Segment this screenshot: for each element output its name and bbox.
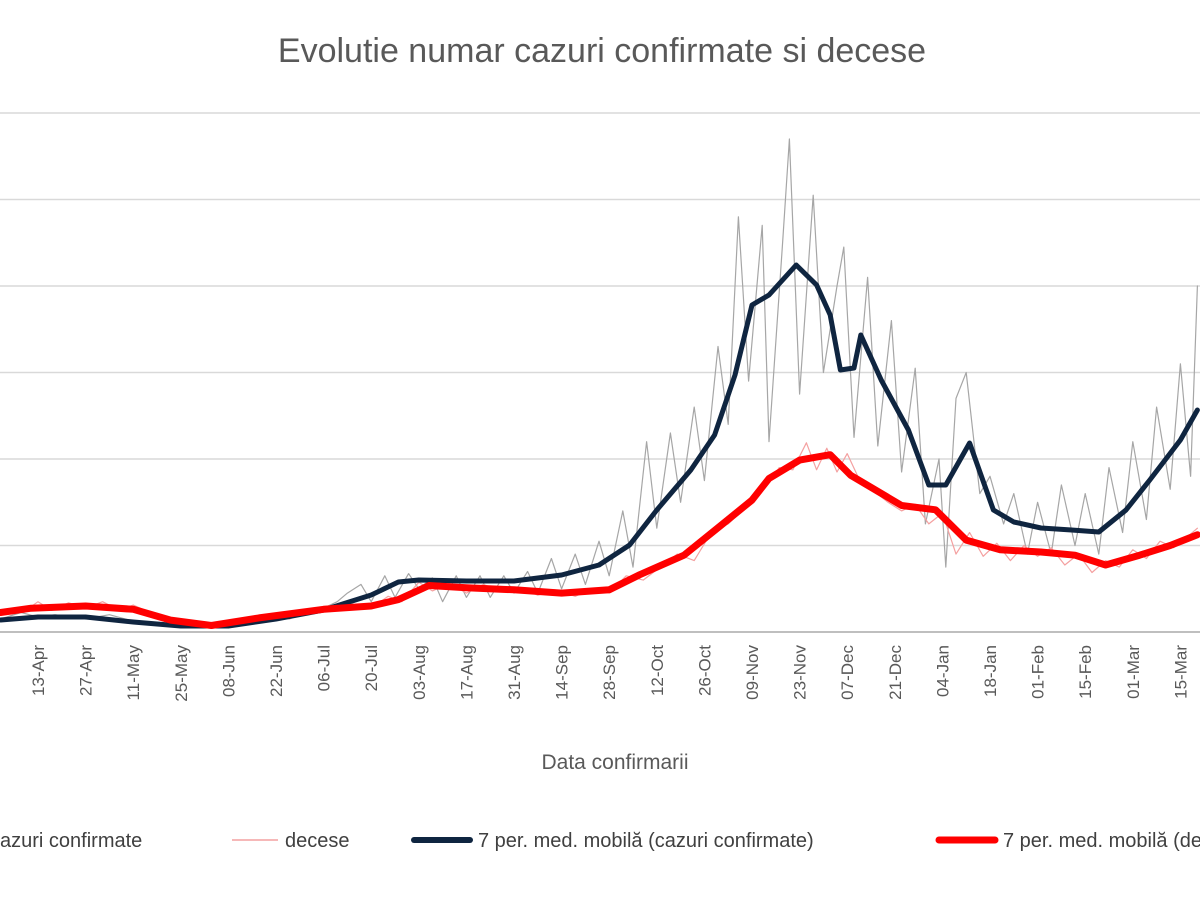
- series-line-1: [0, 442, 1198, 628]
- x-tick-label: 08-Jun: [219, 645, 238, 697]
- x-tick-label: 13-Apr: [29, 645, 48, 696]
- x-tick-label: 06-Jul: [315, 645, 334, 691]
- x-tick-label: 22-Jun: [267, 645, 286, 697]
- x-axis-label: Data confirmarii: [541, 751, 688, 774]
- x-tick-label: 03-Aug: [410, 645, 429, 700]
- x-tick-label: 11-May: [124, 645, 143, 701]
- x-tick-label: 27-Apr: [77, 645, 96, 696]
- x-tick-label: 12-Oct: [648, 645, 667, 696]
- x-tick-label: 18-Jan: [981, 645, 1000, 697]
- series-line-3: [0, 451, 1200, 629]
- series-line-2: [0, 262, 1200, 629]
- x-tick-label: 21-Dec: [886, 645, 905, 700]
- x-tick-label: 01-Feb: [1029, 645, 1048, 699]
- x-tick-label: 20-Jul: [362, 645, 381, 691]
- x-tick-label: 28-Sep: [600, 645, 619, 700]
- x-axis-ticks: 13-Apr 27-Apr 11-May 25-May 08-Jun 22-Jun 06-J…: [29, 645, 1190, 702]
- x-tick-label: 14-Sep: [553, 645, 572, 700]
- x-tick-label: 01-Mar: [1124, 645, 1143, 699]
- x-tick-label: 31-Aug: [505, 645, 524, 700]
- series-lines: [0, 138, 1200, 629]
- x-tick-label: 17-Aug: [457, 645, 476, 700]
- legend-label-cases: cazuri confirmate: [0, 830, 142, 852]
- x-tick-label: 15-Feb: [1076, 645, 1095, 699]
- legend-label-deaths: decese: [285, 830, 350, 852]
- x-tick-label: 23-Nov: [791, 645, 810, 700]
- gridlines: [0, 112, 1200, 633]
- x-tick-label: 15-Mar: [1171, 645, 1190, 699]
- x-tick-label: 07-Dec: [838, 645, 857, 700]
- x-tick-label: 09-Nov: [743, 645, 762, 700]
- x-tick-label: 25-May: [172, 645, 191, 702]
- legend-label-deaths-avg: 7 per. med. mobilă (decese): [1003, 830, 1200, 852]
- legend-label-cases-avg: 7 per. med. mobilă (cazuri confirmate): [478, 830, 814, 852]
- legend: cazuri confirmate decese 7 per. med. mob…: [0, 830, 1200, 852]
- x-tick-label: 04-Jan: [933, 645, 952, 697]
- x-tick-label: 26-Oct: [695, 645, 714, 696]
- chart-title: Evolutie numar cazuri confirmate si dece…: [278, 32, 926, 70]
